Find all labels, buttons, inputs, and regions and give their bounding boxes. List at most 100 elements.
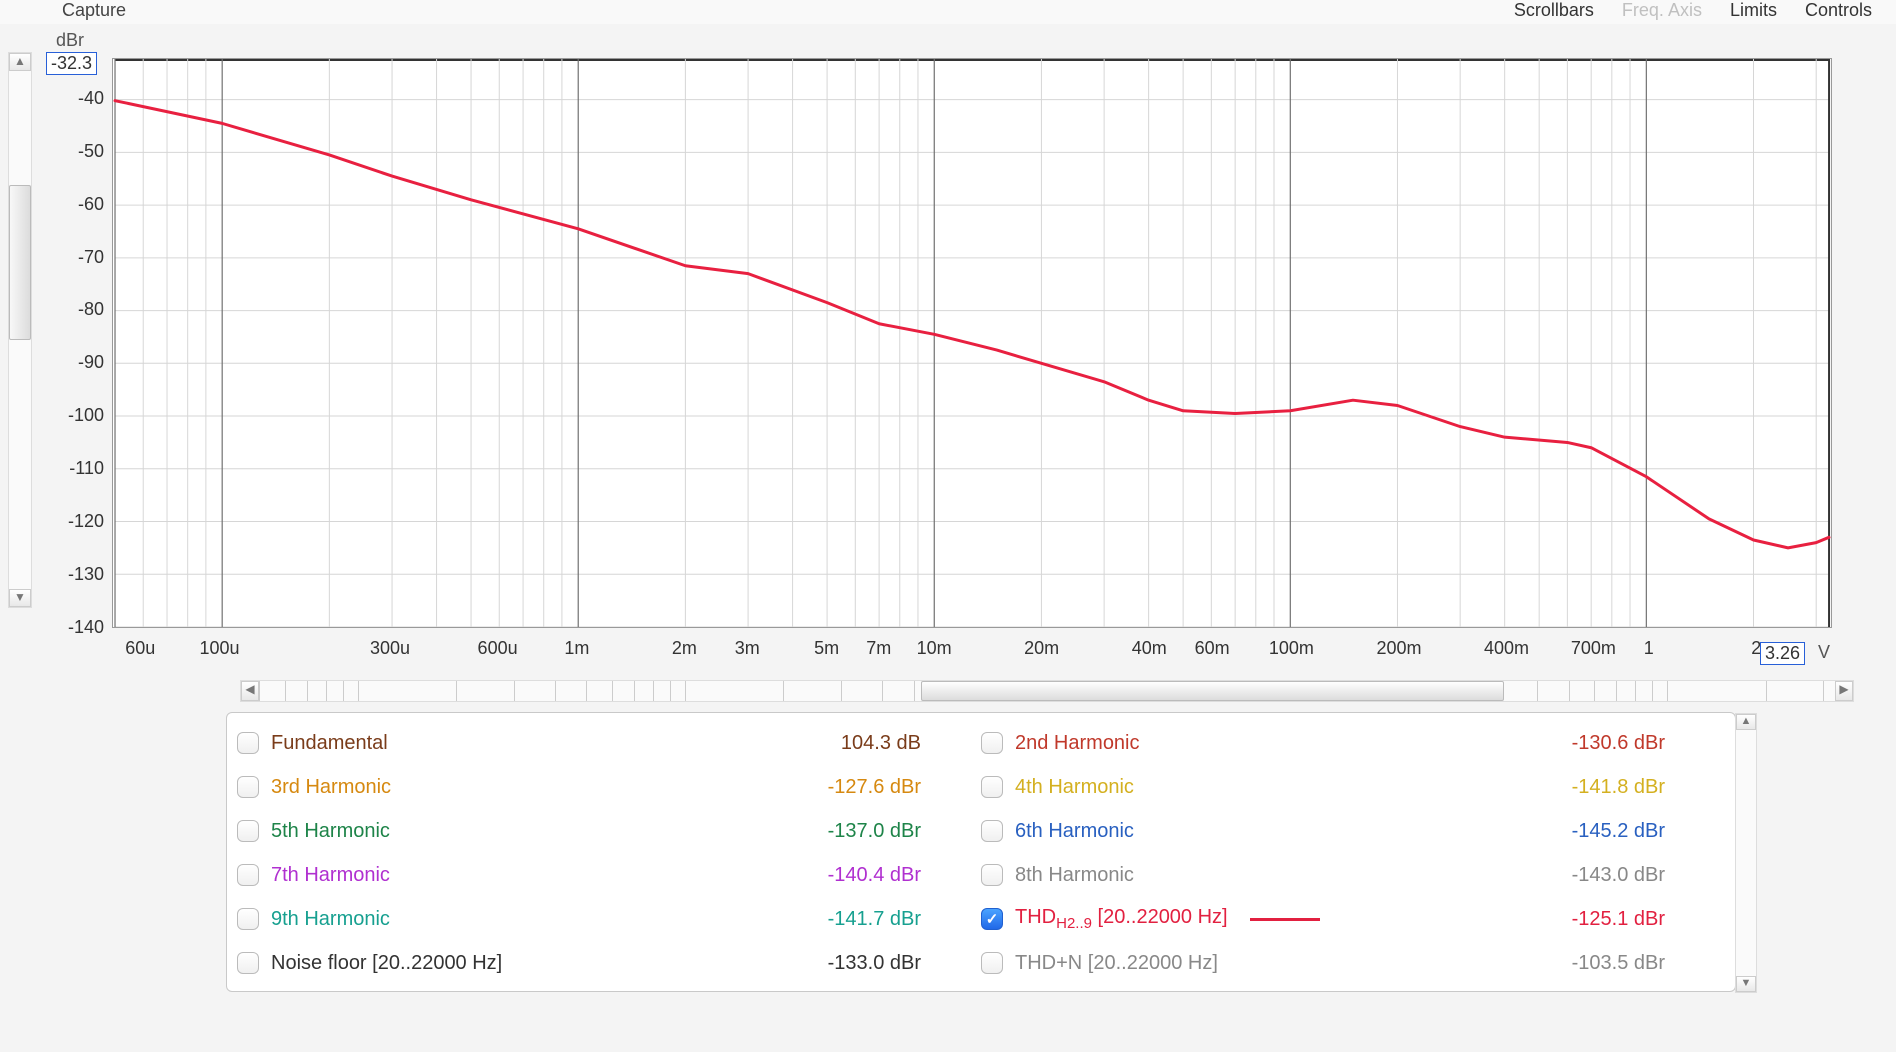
legend-item: 7th Harmonic -140.4 dBr — [237, 864, 981, 887]
legend-row: 9th Harmonic-141.7 dBrTHDH2..9 [20..2200… — [237, 897, 1725, 941]
legend-item: 2nd Harmonic -130.6 dBr — [981, 732, 1725, 755]
capture-button[interactable]: Capture — [54, 0, 134, 21]
legend-name: 4th Harmonic — [1015, 776, 1134, 799]
legend-item: 3rd Harmonic -127.6 dBr — [237, 776, 981, 799]
legend-checkbox[interactable] — [981, 908, 1003, 930]
scroll-down-icon[interactable]: ▼ — [1736, 976, 1756, 992]
legend-name: 8th Harmonic — [1015, 864, 1134, 887]
legend-checkbox[interactable] — [237, 776, 259, 798]
legend-name: 9th Harmonic — [271, 908, 390, 931]
legend-item: 4th Harmonic -141.8 dBr — [981, 776, 1725, 799]
vertical-scrollbar[interactable]: ▲ ▼ — [8, 52, 32, 608]
horizontal-scrollbar[interactable]: ◀ ▶ — [240, 680, 1854, 702]
vscroll-track[interactable] — [9, 71, 31, 589]
x-tick-label: 10m — [917, 638, 952, 659]
chart-area[interactable] — [112, 58, 1832, 628]
scrollbars-button[interactable]: Scrollbars — [1514, 0, 1594, 21]
scroll-up-icon[interactable]: ▲ — [9, 53, 31, 71]
hscroll-track[interactable] — [259, 681, 1835, 701]
vscroll-thumb[interactable] — [9, 185, 31, 340]
x-tick-label: 5m — [814, 638, 839, 659]
y-tick-label: -130 — [58, 564, 104, 585]
y-axis-readout[interactable]: -32.3 — [46, 52, 97, 75]
legend-checkbox[interactable] — [237, 732, 259, 754]
legend-item: 6th Harmonic -145.2 dBr — [981, 820, 1725, 843]
legend-row: 3rd Harmonic -127.6 dBr 4th Harmonic -141.8… — [237, 765, 1725, 809]
freq-axis-button[interactable]: Freq. Axis — [1622, 0, 1702, 21]
legend-row: 5th Harmonic -137.0 dBr 6th Harmonic -145.2… — [237, 809, 1725, 853]
legend-value: -141.8 dBr — [1572, 776, 1725, 799]
legend-name: THDH2..9 [20..22000 Hz] — [1015, 906, 1228, 932]
legend-name: 3rd Harmonic — [271, 776, 391, 799]
x-tick-label: 300u — [370, 638, 410, 659]
y-tick-label: -80 — [58, 299, 104, 320]
legend-value: -130.6 dBr — [1572, 732, 1725, 755]
legend-name: Noise floor [20..22000 Hz] — [271, 952, 502, 975]
x-tick-label: 40m — [1132, 638, 1167, 659]
legend-name: 6th Harmonic — [1015, 820, 1134, 843]
top-right-group: Scrollbars Freq. Axis Limits Controls — [1514, 0, 1872, 21]
limits-button[interactable]: Limits — [1730, 0, 1777, 21]
legend-row: 7th Harmonic -140.4 dBr 8th Harmonic -143.0… — [237, 853, 1725, 897]
x-axis-unit: V — [1818, 642, 1830, 663]
legend-name: 5th Harmonic — [271, 820, 390, 843]
legend-item: Fundamental 104.3 dB — [237, 732, 981, 755]
x-tick-label: 600u — [478, 638, 518, 659]
legend-name: 2nd Harmonic — [1015, 732, 1140, 755]
legend-checkbox[interactable] — [981, 820, 1003, 842]
legend-checkbox[interactable] — [981, 732, 1003, 754]
legend-value: -127.6 dBr — [828, 776, 981, 799]
y-tick-label: -60 — [58, 194, 104, 215]
x-tick-label: 1m — [564, 638, 589, 659]
legend-item: 9th Harmonic-141.7 dBr — [237, 908, 981, 931]
legend-line-sample — [1250, 918, 1320, 921]
y-tick-label: -70 — [58, 247, 104, 268]
legend-name: 7th Harmonic — [271, 864, 390, 887]
legend-item: 8th Harmonic -143.0 dBr — [981, 864, 1725, 887]
y-axis-label: dBr — [56, 30, 84, 51]
scroll-right-icon[interactable]: ▶ — [1835, 681, 1853, 701]
legend-checkbox[interactable] — [237, 864, 259, 886]
x-tick-label: 2m — [672, 638, 697, 659]
x-tick-label: 60m — [1195, 638, 1230, 659]
legend-value: -125.1 dBr — [1572, 908, 1725, 931]
x-tick-label: 3m — [735, 638, 760, 659]
controls-button[interactable]: Controls — [1805, 0, 1872, 21]
top-toolbar: Capture Scrollbars Freq. Axis Limits Con… — [0, 0, 1896, 24]
legend-item: 5th Harmonic -137.0 dBr — [237, 820, 981, 843]
scroll-left-icon[interactable]: ◀ — [241, 681, 259, 701]
legend-value: -140.4 dBr — [828, 864, 981, 887]
legend-value: -137.0 dBr — [828, 820, 981, 843]
legend-value: -143.0 dBr — [1572, 864, 1725, 887]
legend-checkbox[interactable] — [981, 776, 1003, 798]
legend-name: Fundamental — [271, 732, 388, 755]
legend-item: THD+N [20..22000 Hz]-103.5 dBr — [981, 952, 1725, 975]
legend-value: -133.0 dBr — [828, 952, 981, 975]
hscroll-thumb[interactable] — [921, 681, 1504, 701]
legend-checkbox[interactable] — [981, 864, 1003, 886]
legend-scrollbar[interactable]: ▲▼ — [1735, 713, 1757, 993]
y-tick-label: -100 — [58, 405, 104, 426]
scroll-down-icon[interactable]: ▼ — [9, 589, 31, 607]
legend-checkbox[interactable] — [981, 952, 1003, 974]
y-tick-label: -90 — [58, 352, 104, 373]
y-tick-label: -50 — [58, 141, 104, 162]
legend-checkbox[interactable] — [237, 908, 259, 930]
chart-svg — [113, 59, 1831, 627]
legend-checkbox[interactable] — [237, 820, 259, 842]
x-tick-label: 200m — [1376, 638, 1421, 659]
y-tick-label: -120 — [58, 511, 104, 532]
legend-value: -145.2 dBr — [1572, 820, 1725, 843]
x-tick-label: 60u — [125, 638, 155, 659]
x-tick-label: 7m — [866, 638, 891, 659]
legend-checkbox[interactable] — [237, 952, 259, 974]
legend-panel: Fundamental 104.3 dB 2nd Harmonic -130.6 dB… — [226, 712, 1736, 992]
x-axis-readout[interactable]: 3.26 — [1760, 642, 1805, 665]
legend-scroll-track[interactable] — [1736, 730, 1756, 976]
legend-item: THDH2..9 [20..22000 Hz] -125.1 dBr — [981, 906, 1725, 932]
scroll-up-icon[interactable]: ▲ — [1736, 714, 1756, 730]
legend-row: Noise floor [20..22000 Hz] -133.0 dBrTHD+… — [237, 941, 1725, 985]
x-tick-label: 100u — [200, 638, 240, 659]
y-tick-label: -140 — [58, 617, 104, 638]
legend-value: 104.3 dB — [841, 732, 981, 755]
